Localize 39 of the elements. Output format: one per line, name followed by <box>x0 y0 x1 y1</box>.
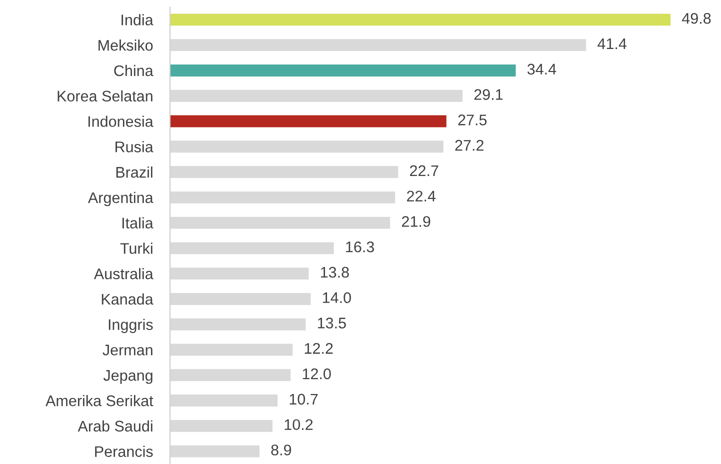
data-label: 12.0 <box>302 368 331 380</box>
y-tick-label: Arab Saudi <box>78 420 152 432</box>
data-label: 27.2 <box>455 140 484 151</box>
data-label: 10.7 <box>290 394 318 405</box>
data-label: 34.4 <box>527 64 556 75</box>
data-label: 10.2 <box>284 419 313 430</box>
y-tick-label: Turki <box>120 242 152 254</box>
data-label: 29.1 <box>474 89 503 100</box>
data-label: 12.2 <box>304 343 333 354</box>
data-label: 16.3 <box>346 241 374 252</box>
y-tick-label: Inggris <box>108 318 153 334</box>
y-tick-label: Australia <box>94 268 154 280</box>
y-tick-label: Rusia <box>116 141 154 152</box>
y-tick-label: Jerman <box>102 344 152 356</box>
bar <box>170 115 446 128</box>
y-tick-label: Amerika Serikat <box>46 394 154 406</box>
data-label: 27.5 <box>458 114 487 126</box>
y-tick-label: Perancis <box>95 446 153 457</box>
data-label: 14.0 <box>322 292 351 304</box>
data-label: 22.4 <box>407 190 436 202</box>
y-tick-label: Italia <box>122 217 154 228</box>
data-label: 22.7 <box>410 165 438 176</box>
bar <box>170 64 516 76</box>
y-tick-label: Indonesia <box>88 116 154 127</box>
y-tick-label: Brazil <box>116 166 152 178</box>
data-label: 8.9 <box>271 444 292 456</box>
data-label: 49.8 <box>682 12 711 24</box>
data-label: 21.9 <box>402 216 430 227</box>
y-tick-label: Korea Selatan <box>58 90 152 102</box>
y-tick-label: Meksiko <box>98 40 153 51</box>
y-tick-label: Jepang <box>103 370 152 384</box>
data-label: 13.8 <box>320 266 349 278</box>
y-tick-label: Kanada <box>102 293 154 305</box>
y-tick-label: India <box>122 14 154 26</box>
data-label: 41.4 <box>598 38 626 50</box>
bar <box>170 14 671 26</box>
y-tick-label: China <box>114 64 154 76</box>
data-label: 13.5 <box>318 318 346 328</box>
y-tick-label: Argentina <box>88 192 154 206</box>
